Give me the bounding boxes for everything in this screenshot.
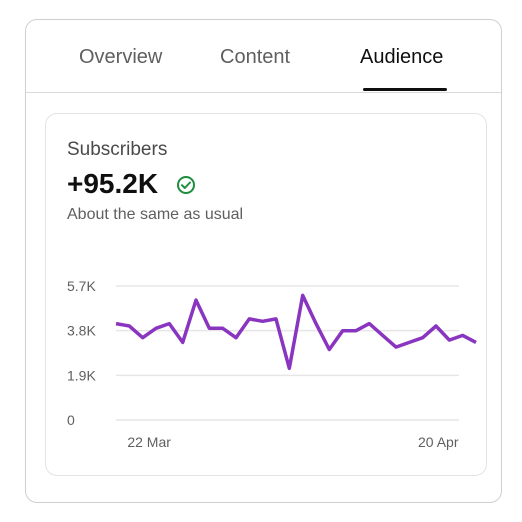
analytics-card: Overview Content Audience Subscribers +9… <box>25 19 502 503</box>
tab-audience[interactable]: Audience <box>360 46 444 68</box>
tab-content[interactable]: Content <box>220 46 291 68</box>
x-tick-label: 20 Apr <box>418 434 459 450</box>
tab-overview[interactable]: Overview <box>79 46 163 68</box>
y-tick-label: 0 <box>67 412 75 428</box>
metric-value: +95.2K <box>67 168 159 199</box>
metric-note: About the same as usual <box>67 206 244 223</box>
subscribers-line-chart: 5.7K 3.8K 1.9K 0 22 Mar 20 Apr <box>67 278 477 450</box>
subscribers-card[interactable]: Subscribers +95.2K About the same as usu… <box>45 113 487 476</box>
tab-bar: Overview Content Audience <box>26 20 501 93</box>
x-tick-label: 22 Mar <box>127 434 171 450</box>
y-tick-label: 3.8K <box>67 323 96 339</box>
metric-label: Subscribers <box>67 139 168 160</box>
y-tick-label: 5.7K <box>67 278 96 294</box>
series-line <box>115 293 477 371</box>
check-circle-icon <box>177 176 195 194</box>
active-tab-indicator <box>363 88 447 91</box>
y-tick-label: 1.9K <box>67 367 96 383</box>
